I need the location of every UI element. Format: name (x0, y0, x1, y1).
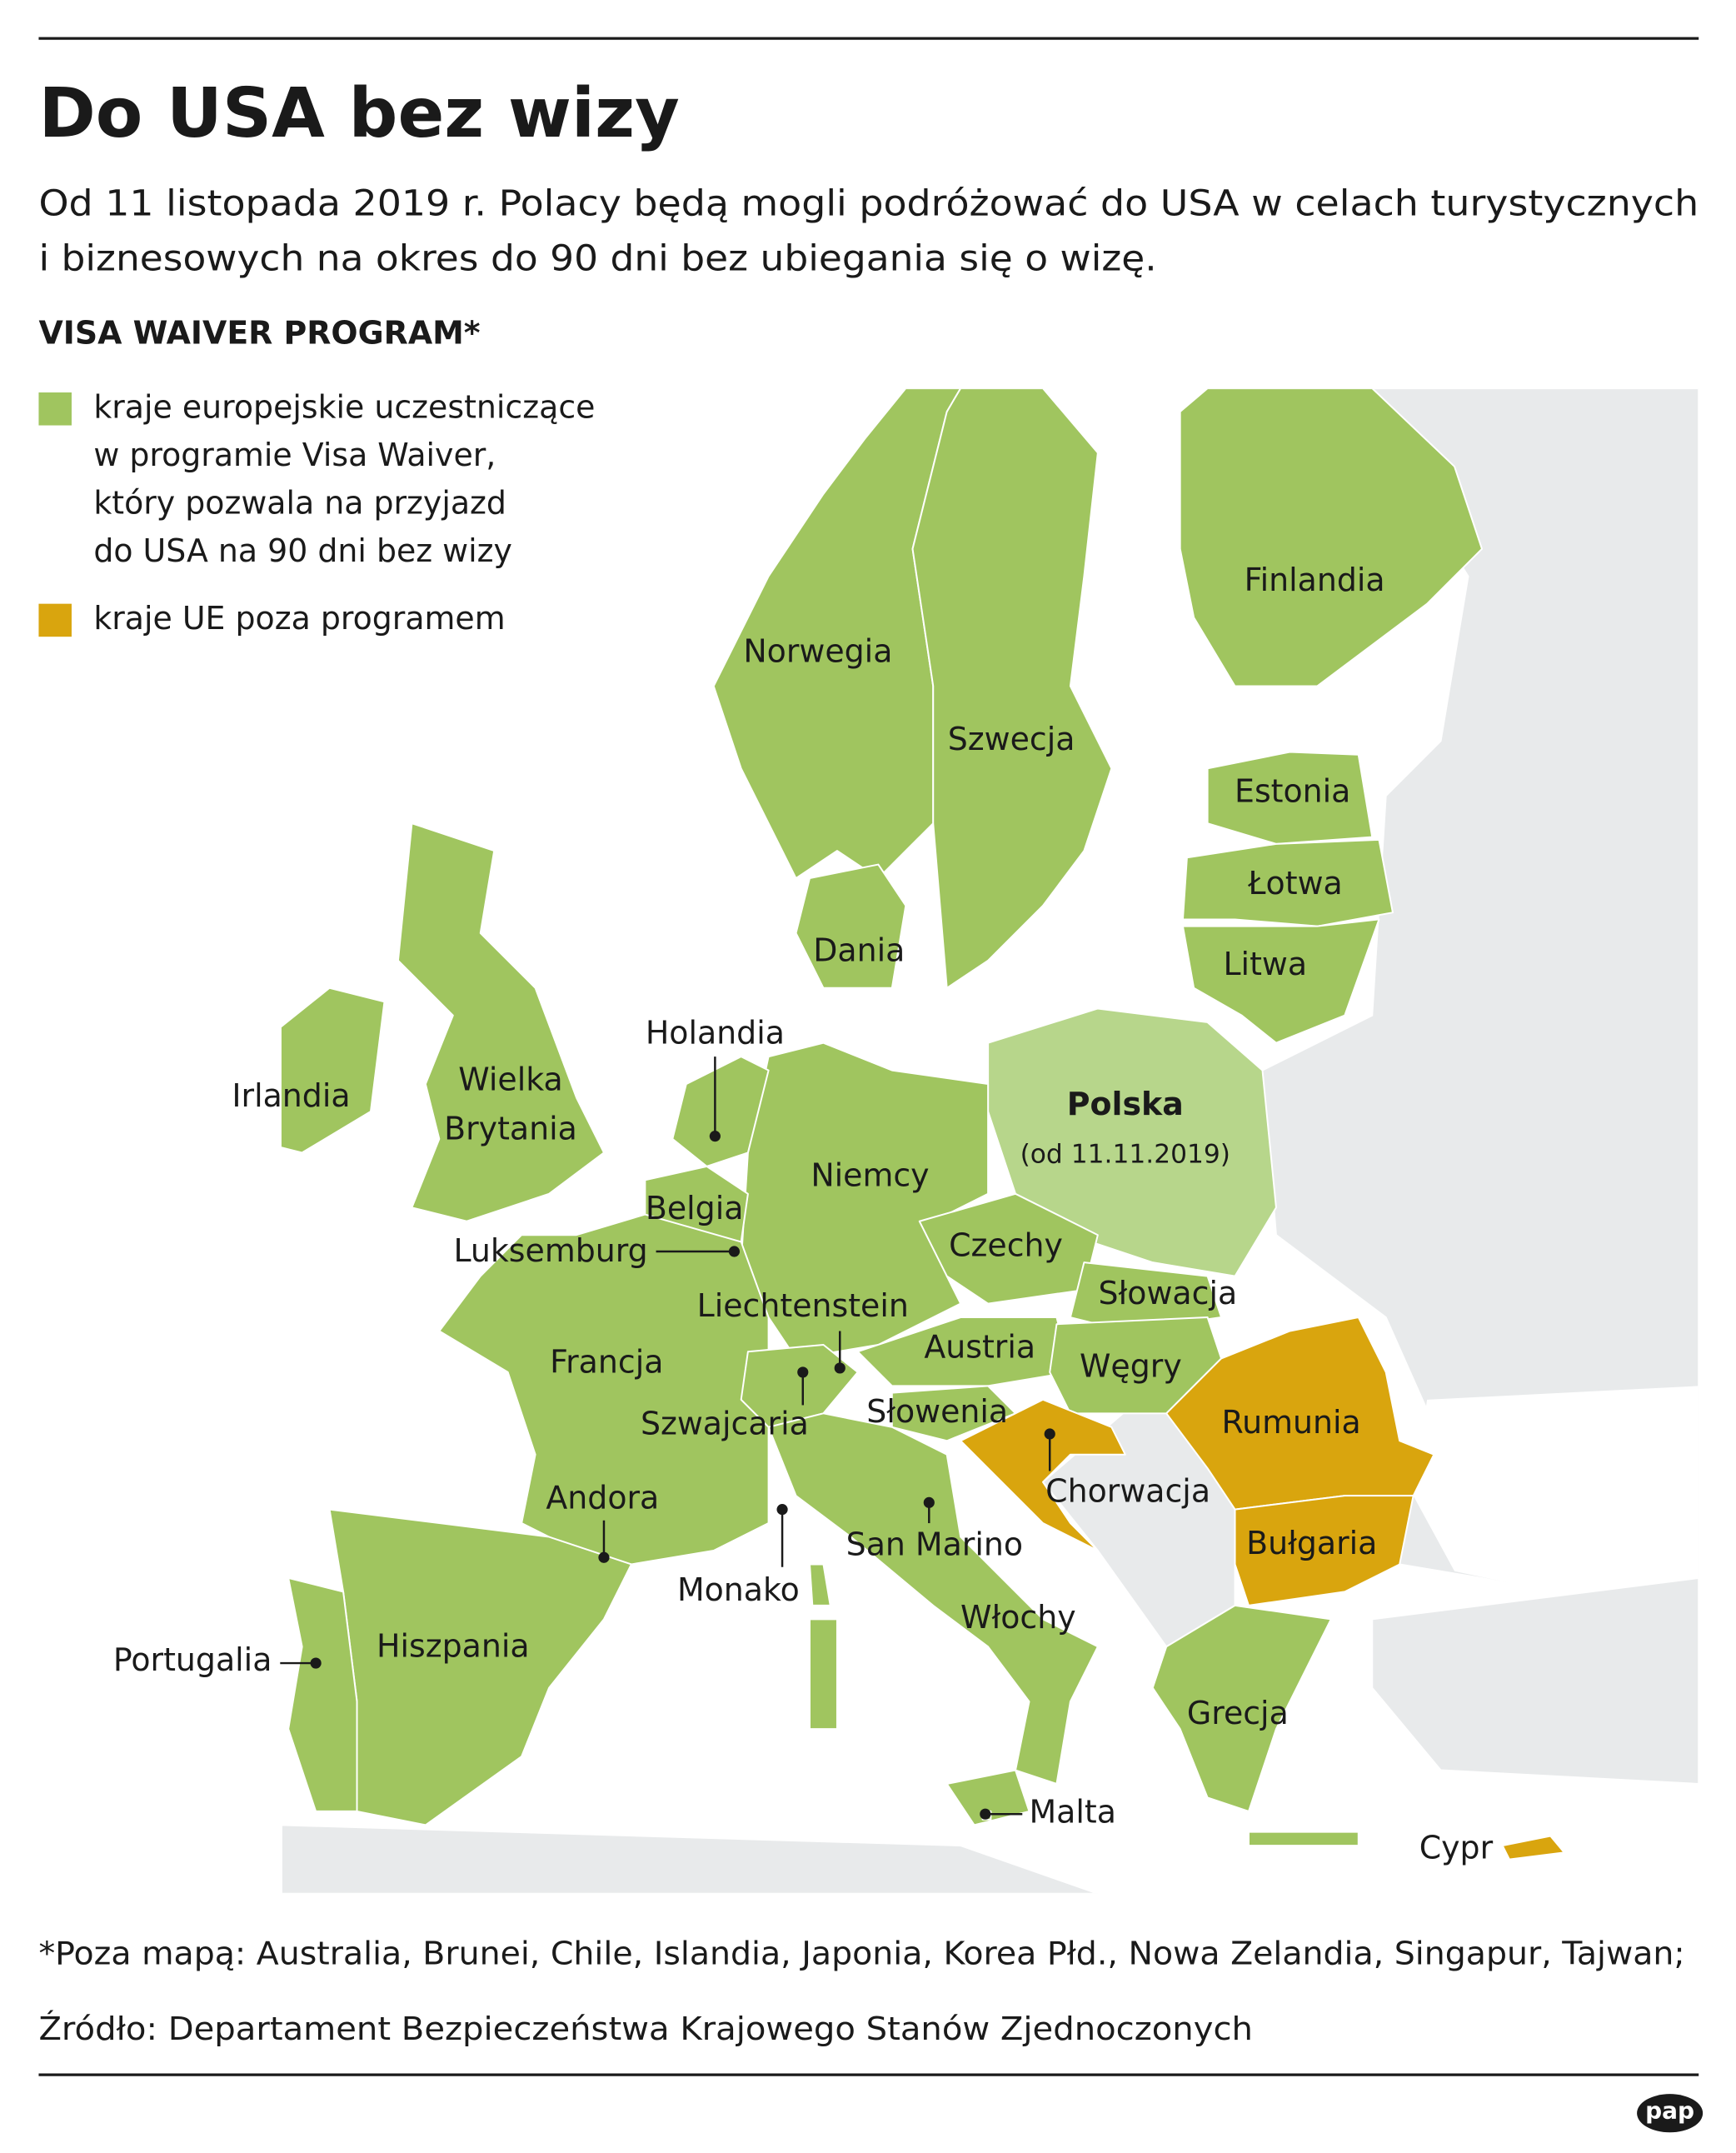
denmark (795, 863, 907, 989)
map: Norwegia Szwecja Finlandia Estonia Łotwa Litw… (113, 388, 1699, 1894)
ireland (281, 987, 386, 1154)
country-label: Monako (677, 1571, 800, 1608)
legend-label: kraje UE poza programem (93, 600, 505, 637)
sweden (911, 388, 1113, 989)
country-label: Andora (546, 1480, 659, 1516)
subtitle-line: Od 11 listopada 2019 r. Polacy będą mogl… (38, 183, 1699, 225)
country-label: San Marino (846, 1526, 1023, 1563)
portugal (287, 1576, 358, 1812)
country-label: Malta (1030, 1794, 1116, 1831)
country-label: Brytania (444, 1111, 577, 1147)
africa (281, 1824, 1099, 1894)
country-label: Austria (924, 1328, 1035, 1365)
country-label: Luksemburg (453, 1232, 647, 1269)
country-label: Łotwa (1247, 865, 1342, 902)
legend-swatch (38, 603, 72, 637)
sicily (945, 1769, 1030, 1826)
country-label: Hiszpania (377, 1627, 530, 1664)
netherlands (671, 1056, 770, 1167)
lithuania (1181, 918, 1380, 1044)
country-label: Grecja (1187, 1695, 1289, 1731)
country-label: Węgry (1080, 1347, 1182, 1384)
country-label: Słowacja (1099, 1275, 1238, 1311)
country-label: Niemcy (811, 1157, 929, 1194)
section-title: VISA WAIVER PROGRAM* (38, 314, 480, 351)
cyprus (1501, 1835, 1565, 1861)
country-label: Liechtenstein (697, 1287, 909, 1324)
romania (1165, 1316, 1435, 1511)
legend-label: kraje europejskie uczestniczące (93, 388, 595, 425)
leaders (280, 1057, 1055, 1820)
slovenia (890, 1385, 1017, 1442)
sardinia (809, 1618, 838, 1731)
country-label: Norwegia (743, 632, 892, 669)
country-label: Włochy (960, 1599, 1076, 1636)
country-label: Polska (1067, 1086, 1184, 1122)
croatia (960, 1398, 1126, 1551)
country-label: Słowenia (866, 1393, 1008, 1430)
country-label: Chorwacja (1045, 1472, 1210, 1509)
footnote: *Poza mapą: Australia, Brunei, Chile, Is… (38, 1935, 1684, 1971)
legend: kraje europejskie uczestniczące w program… (38, 388, 595, 637)
legend-label: który pozwala na przyjazd (93, 485, 506, 522)
greece (1151, 1604, 1332, 1812)
turkey (1371, 1576, 1699, 1785)
country-label: Czechy (949, 1227, 1063, 1264)
country-label: Cypr (1419, 1830, 1494, 1866)
country-label: (od 11.11.2019) (1020, 1140, 1230, 1170)
great-britain (397, 822, 605, 1222)
corsica (809, 1563, 831, 1606)
country-label: Holandia (646, 1014, 785, 1051)
country-label: Szwecja (948, 721, 1075, 757)
map-labels: Norwegia Szwecja Finlandia Estonia Łotwa Litw… (113, 562, 1494, 1866)
bulgaria (1234, 1495, 1414, 1606)
subtitle-line: i biznesowych na okres do 90 dni bez ubi… (38, 237, 1156, 279)
crete (1248, 1831, 1359, 1847)
finland (1179, 388, 1483, 687)
france (438, 1213, 770, 1566)
country-label: Irlandia (232, 1077, 350, 1114)
country-label: Francja (550, 1344, 663, 1381)
logo-badge (1637, 2094, 1704, 2133)
black-sea (1413, 1386, 1699, 1592)
poland (987, 1007, 1277, 1277)
country-label: Finlandia (1245, 562, 1385, 598)
estonia (1206, 751, 1374, 845)
country-label: Litwa (1223, 946, 1307, 982)
country-label: Portugalia (113, 1641, 272, 1678)
legend-label: w programie Visa Waiver, (93, 437, 496, 473)
country-label: Estonia (1235, 772, 1350, 809)
italy (767, 1412, 1099, 1785)
title: Do USA bez wizy (38, 74, 679, 153)
latvia (1181, 838, 1394, 927)
country-label: Bułgaria (1246, 1525, 1377, 1561)
country-label: Wielka (458, 1061, 562, 1097)
country-label: Rumunia (1221, 1404, 1360, 1441)
country-label: Belgia (646, 1190, 744, 1226)
legend-swatch (38, 392, 72, 426)
legend-label: do USA na 90 dni bez wizy (93, 532, 512, 569)
source: Źródło: Departament Bezpieczeństwa Krajo… (38, 2011, 1253, 2047)
country-label: Dania (813, 932, 905, 968)
logo: pap (1645, 2097, 1694, 2125)
country-label: Szwajcaria (641, 1406, 809, 1442)
